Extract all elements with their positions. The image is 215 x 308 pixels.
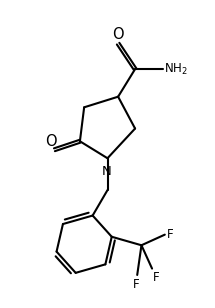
Text: N: N <box>102 164 112 178</box>
Text: O: O <box>45 134 57 149</box>
Text: F: F <box>133 278 140 291</box>
Text: F: F <box>153 271 160 284</box>
Text: NH$_2$: NH$_2$ <box>164 62 187 77</box>
Text: F: F <box>167 228 174 241</box>
Text: O: O <box>112 26 124 42</box>
